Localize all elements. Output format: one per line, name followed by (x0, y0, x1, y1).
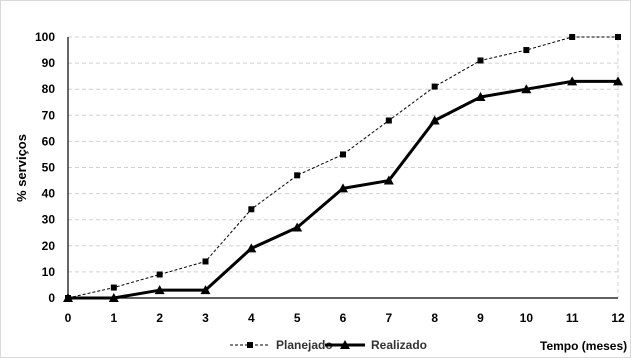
x-tick-label: 2 (156, 311, 163, 325)
y-tick-label: 20 (42, 239, 56, 253)
data-point-realizado (108, 293, 119, 302)
x-tick-label: 8 (431, 311, 438, 325)
data-point-planejado (477, 57, 484, 64)
y-tick-label: 100 (35, 30, 55, 44)
data-point-realizado (429, 115, 440, 125)
y-tick-label: 60 (42, 134, 56, 148)
legend-marker-planejado (247, 342, 253, 348)
y-axis-label: % serviços (14, 134, 29, 202)
data-point-realizado (567, 76, 578, 86)
y-tick-label: 90 (42, 56, 56, 70)
y-tick-label: 30 (42, 213, 56, 227)
x-tick-labels: 0 1 2 3 4 5 6 7 8 9 10 11 12 (65, 311, 625, 325)
y-tick-labels: 0 10 20 30 40 50 60 70 80 90 100 (35, 30, 55, 305)
x-tick-label: 12 (611, 311, 625, 325)
legend-marker-realizado (340, 340, 350, 349)
axes (67, 37, 618, 299)
legend-label-realizado: Realizado (371, 338, 427, 352)
data-point-planejado (202, 258, 209, 265)
data-point-planejado (431, 83, 438, 90)
series-planejado (65, 34, 621, 301)
y-tick-label: 80 (42, 82, 56, 96)
y-tick-label: 10 (42, 265, 56, 279)
x-tick-label: 4 (248, 311, 255, 325)
data-point-planejado (110, 284, 117, 291)
series-group (63, 34, 623, 302)
x-tick-label: 1 (110, 311, 117, 325)
data-point-realizado (475, 92, 486, 102)
y-tick-label: 50 (42, 161, 56, 175)
x-tick-label: 5 (294, 311, 301, 325)
x-tick-label: 10 (520, 311, 534, 325)
data-point-planejado (523, 47, 530, 54)
data-point-realizado (613, 76, 623, 86)
data-point-realizado (246, 243, 257, 253)
data-point-planejado (615, 34, 621, 40)
y-tick-label: 40 (42, 187, 56, 201)
data-point-realizado (521, 84, 532, 94)
data-point-planejado (340, 151, 346, 158)
data-point-realizado (154, 285, 165, 295)
legend: Planejado Realizado (230, 338, 427, 352)
series-realizado (63, 76, 623, 302)
data-point-planejado (569, 34, 576, 40)
x-tick-label: 6 (340, 311, 347, 325)
legend-label-planejado: Planejado (276, 338, 333, 352)
data-point-realizado (200, 285, 211, 295)
legend-item-realizado: Realizado (325, 338, 427, 352)
x-axis-label: Tempo (meses) (540, 339, 627, 353)
x-tick-label: 0 (65, 311, 72, 325)
data-point-realizado (292, 222, 303, 232)
data-point-planejado (294, 172, 301, 179)
x-tick-label: 7 (385, 311, 392, 325)
data-point-realizado (63, 293, 73, 302)
data-point-planejado (385, 117, 392, 124)
y-tick-label: 0 (48, 291, 55, 305)
x-tick-label: 3 (202, 311, 209, 325)
x-tick-label: 11 (566, 311, 579, 325)
data-point-planejado (156, 271, 163, 278)
y-tick-label: 70 (42, 108, 56, 122)
data-point-realizado (383, 175, 394, 185)
legend-item-planejado: Planejado (230, 338, 333, 352)
data-point-realizado (338, 183, 348, 193)
data-point-planejado (248, 206, 255, 213)
x-tick-label: 9 (477, 311, 484, 325)
